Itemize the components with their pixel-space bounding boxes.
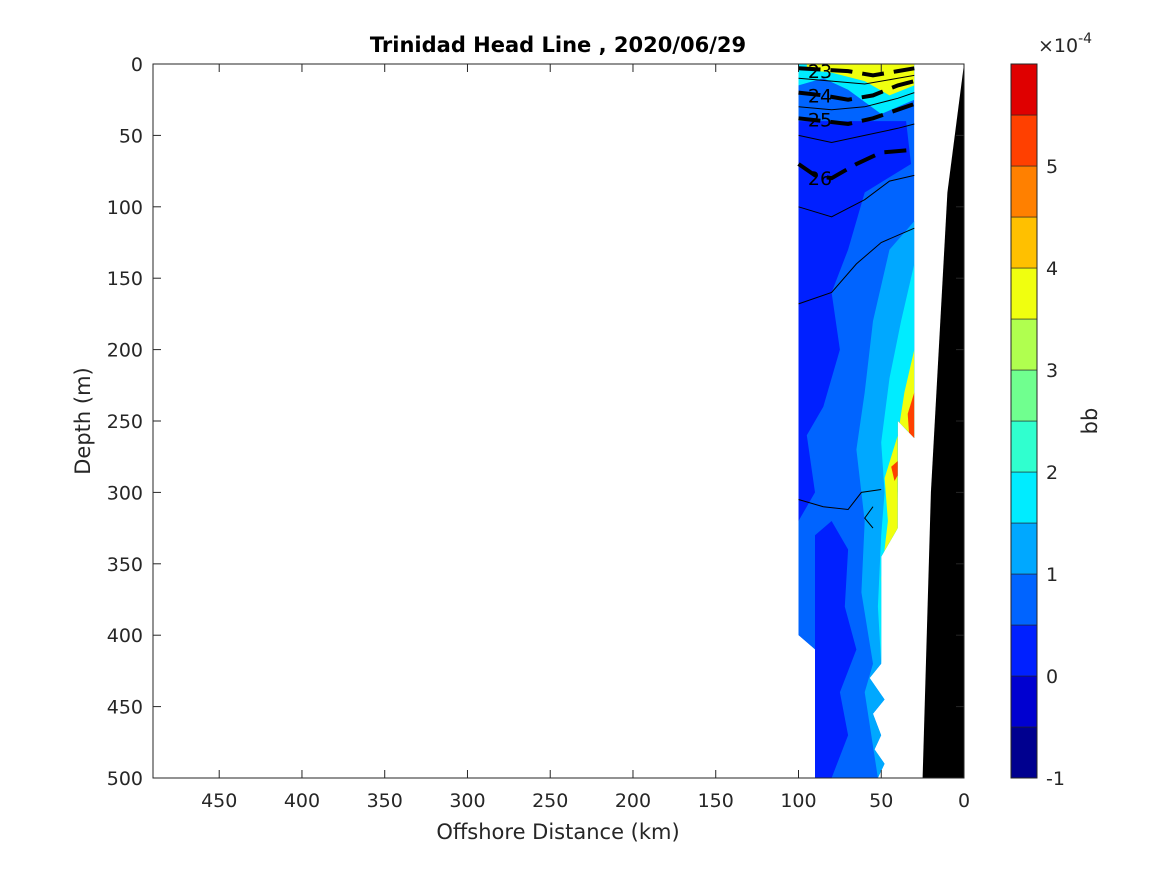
- colorbar-exponent: ×10-4: [1038, 31, 1092, 57]
- band-deep-lower: [815, 521, 857, 778]
- band-hot-2: [891, 461, 898, 481]
- density-contour-label: 23: [808, 61, 832, 83]
- colorbar-ticks: -1 0 1 2 3 4 5: [1046, 156, 1065, 790]
- colorbar-tick-label: 3: [1046, 360, 1058, 382]
- colorbar-swatch: [1010, 522, 1038, 575]
- density-contour-label: 26: [808, 168, 832, 190]
- colorbar-swatch: [1010, 63, 1038, 116]
- x-axis-ticks: 450 400 350 300 250 200 150 100 50 0: [201, 64, 970, 812]
- colorbar-tick-label: 5: [1046, 156, 1058, 178]
- y-tick-label: 300: [107, 482, 143, 504]
- y-tick-label: 250: [107, 411, 143, 433]
- y-tick-label: 450: [107, 697, 143, 719]
- density-contours: [797, 66, 915, 529]
- density-contour-line: [798, 79, 915, 102]
- x-tick-label: 50: [869, 790, 893, 812]
- density-contour-thin: [798, 174, 915, 218]
- seafloor: [922, 64, 964, 778]
- colorbar-swatch: [1010, 675, 1038, 728]
- density-contour-line: [798, 102, 915, 127]
- y-tick-label: 50: [119, 125, 143, 147]
- band-hot: [907, 392, 915, 439]
- density-contour-line: [798, 66, 915, 78]
- colorbar-tick-label: 1: [1046, 564, 1058, 586]
- colorbar-swatch: [1010, 420, 1038, 473]
- x-tick-label: 450: [201, 790, 237, 812]
- y-tick-label: 500: [107, 768, 143, 790]
- colorbar-swatch: [1010, 216, 1038, 269]
- x-tick-label: 100: [780, 790, 816, 812]
- x-tick-label: 250: [532, 790, 568, 812]
- colorbar-swatch: [1010, 624, 1038, 677]
- colorbar-swatch: [1010, 573, 1038, 626]
- density-contour-thin: [798, 227, 915, 305]
- y-tick-label: 400: [107, 625, 143, 647]
- colorbar-swatch: [1010, 267, 1038, 320]
- y-axis-label: Depth (m): [71, 367, 95, 474]
- y-axis-ticks: 0 50 100 150 200 250 300 350 400 450 500: [107, 54, 964, 790]
- density-contour-thin: [798, 92, 915, 111]
- colorbar-tick-label: 0: [1046, 666, 1058, 688]
- y-tick-label: 150: [107, 268, 143, 290]
- density-contour-line: [797, 147, 915, 181]
- colorbar-label: bb: [1078, 408, 1102, 435]
- colorbar-swatch: [1010, 726, 1038, 779]
- y-tick-label: 0: [131, 54, 143, 76]
- density-contour-thin: [798, 123, 915, 144]
- y-tick-label: 100: [107, 197, 143, 219]
- colorbar-swatch: [1010, 318, 1038, 371]
- colorbar-swatch: [1010, 114, 1038, 167]
- colorbar-tick-label: 4: [1046, 258, 1058, 280]
- colorbar-tick-label: -1: [1046, 768, 1065, 790]
- density-contour-thin: [798, 489, 882, 511]
- y-tick-label: 350: [107, 554, 143, 576]
- density-contour-thin: [864, 506, 874, 529]
- x-axis-label: Offshore Distance (km): [436, 820, 679, 844]
- colorbar-swatch: [1010, 471, 1038, 524]
- x-tick-label: 300: [449, 790, 485, 812]
- colorbar: [1010, 63, 1038, 779]
- y-tick-label: 200: [107, 340, 143, 362]
- x-tick-label: 150: [698, 790, 734, 812]
- colorbar-box: [1010, 63, 1038, 779]
- density-contour-label: 25: [808, 110, 832, 132]
- x-tick-label: 200: [615, 790, 651, 812]
- colorbar-exponent-power: -4: [1078, 31, 1092, 47]
- x-tick-label: 400: [284, 790, 320, 812]
- chart-title: Trinidad Head Line , 2020/06/29: [370, 33, 746, 57]
- seafloor-polygon: [922, 64, 964, 778]
- colorbar-swatch: [1010, 369, 1038, 422]
- colorbar-swatch: [1010, 165, 1038, 218]
- density-contour-thin: [798, 74, 915, 85]
- band-deep: [798, 121, 911, 521]
- x-tick-label: 0: [958, 790, 970, 812]
- density-contour-label: 24: [808, 85, 832, 107]
- colorbar-exponent-base: ×10: [1038, 35, 1078, 57]
- colorbar-tick-label: 2: [1046, 462, 1058, 484]
- x-tick-label: 350: [367, 790, 403, 812]
